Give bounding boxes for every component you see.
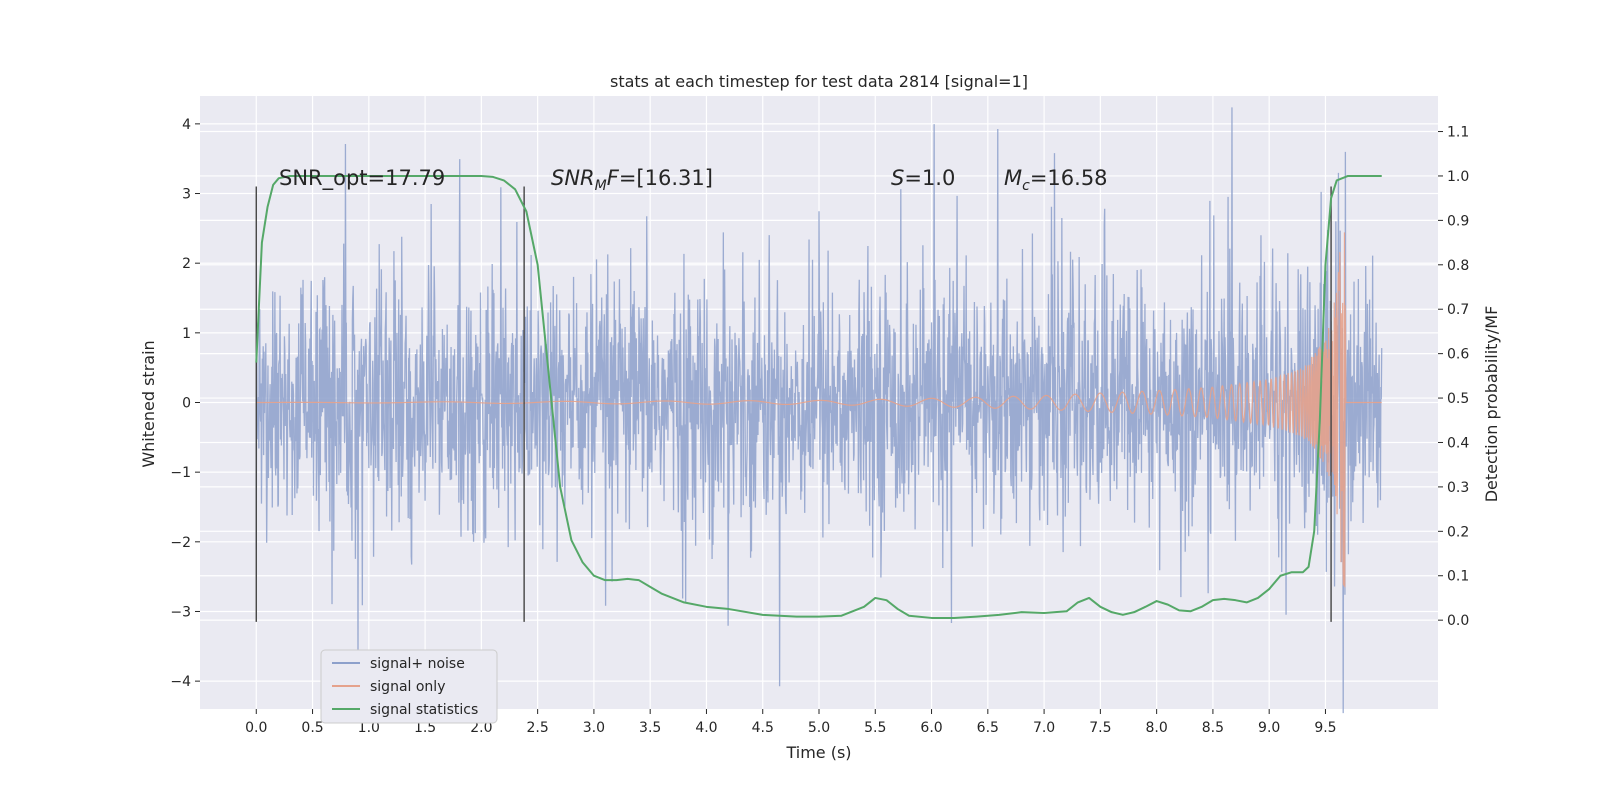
x-tick-label-3: 1.5	[414, 720, 436, 736]
yl-tick-label-6: −2	[170, 535, 191, 551]
x-tick-label-17: 8.5	[1202, 720, 1224, 736]
signal-statistics-line	[255, 174, 1382, 619]
yl-tick-label-4: 0	[182, 396, 191, 412]
yr-tick-label-11: 0.0	[1447, 613, 1469, 629]
x-tick-label-19: 9.5	[1314, 720, 1336, 736]
yr-tick-label-7: 0.4	[1447, 435, 1469, 451]
yr-tick-label-4: 0.7	[1447, 302, 1469, 318]
yr-tick-label-1: 1.0	[1447, 169, 1469, 185]
x-axis-ticks: 0.0 0.5 1.0 1.5 2.0 2.5 3.0 3.5 4.0 4.5 5.0 5.5 6.0 6…	[245, 709, 1337, 736]
yl-tick-label-2: 2	[182, 256, 191, 272]
x-tick-label-7: 3.5	[639, 720, 661, 736]
yr-tick-label-6: 0.5	[1447, 391, 1469, 407]
yl-tick-label-8: −4	[170, 674, 191, 690]
x-tick-label-4: 2.0	[470, 720, 492, 736]
y-right-axis-ticks: 1.1 1.0 0.9 0.8 0.7 0.6 0.5 0.4 0.3 0.2 0.1 0.0	[1438, 125, 1469, 629]
x-tick-label-15: 7.5	[1089, 720, 1111, 736]
y-left-axis-ticks: 4 3 2 1 0 −1 −2 −3 −4	[170, 117, 200, 690]
legend-label-noise: signal+ noise	[370, 656, 465, 672]
yr-tick-label-2: 0.9	[1447, 213, 1469, 229]
x-tick-label-6: 3.0	[583, 720, 605, 736]
legend: signal+ noise signal only signal statist…	[320, 649, 498, 724]
signal-noise-series	[255, 107, 1383, 714]
legend-label-stats: signal statistics	[370, 702, 478, 718]
x-tick-label-11: 5.5	[864, 720, 886, 736]
yr-tick-label-10: 0.1	[1447, 569, 1469, 585]
x-tick-label-0: 0.0	[245, 720, 267, 736]
yr-tick-label-8: 0.3	[1447, 480, 1469, 496]
yr-tick-label-5: 0.6	[1447, 347, 1469, 363]
x-tick-label-14: 7.0	[1033, 720, 1055, 736]
signal-noise-line	[255, 107, 1383, 714]
signal-only-series	[256, 232, 1382, 588]
x-tick-label-1: 0.5	[301, 720, 323, 736]
annotations: SNR_opt=17.79 SNRMF=[16.31] S=1.0 Mc=16.…	[279, 166, 1108, 194]
x-axis-label: Time (s)	[785, 743, 851, 762]
x-tick-label-8: 4.0	[695, 720, 717, 736]
yl-tick-label-0: 4	[182, 117, 191, 133]
yr-tick-label-0: 1.1	[1447, 125, 1469, 141]
y-right-axis-label: Detection probability/MF	[1482, 306, 1501, 503]
chart-title: stats at each timestep for test data 281…	[610, 72, 1028, 91]
vertical-markers	[255, 186, 1332, 622]
x-tick-label-13: 6.5	[977, 720, 999, 736]
annotation-mc: Mc=16.58	[1004, 166, 1108, 194]
signal-statistics-series	[255, 174, 1382, 619]
yl-tick-label-5: −1	[170, 465, 191, 481]
legend-label-signal: signal only	[370, 679, 445, 695]
yr-tick-label-9: 0.2	[1447, 524, 1469, 540]
x-tick-label-5: 2.5	[527, 720, 549, 736]
x-tick-label-2: 1.0	[358, 720, 380, 736]
signal-only-line	[256, 232, 1382, 588]
annotation-s: S=1.0	[891, 166, 955, 190]
y-left-axis-label: Whitened strain	[139, 340, 158, 467]
annotation-snr-opt: SNR_opt=17.79	[279, 166, 445, 191]
x-tick-label-9: 4.5	[752, 720, 774, 736]
yl-tick-label-1: 3	[182, 187, 191, 203]
yr-tick-label-3: 0.8	[1447, 258, 1469, 274]
x-tick-label-10: 5.0	[808, 720, 830, 736]
x-tick-label-18: 9.0	[1258, 720, 1280, 736]
annotation-snr-mf: SNRMF=[16.31]	[551, 166, 713, 194]
yl-tick-label-7: −3	[170, 604, 191, 620]
yl-tick-label-3: 1	[182, 326, 191, 342]
legend-box	[320, 649, 498, 724]
x-tick-label-12: 6.0	[920, 720, 942, 736]
x-tick-label-16: 8.0	[1146, 720, 1168, 736]
